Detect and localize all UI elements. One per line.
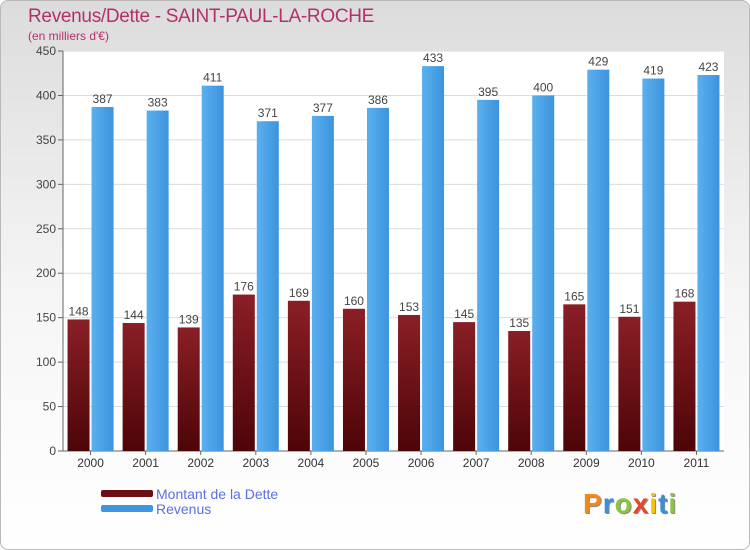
data-label-dette: 151: [619, 302, 639, 316]
bar-dette: [673, 301, 696, 451]
y-tick-label: 150: [36, 311, 56, 325]
x-tick-label: 2005: [353, 456, 380, 470]
legend-swatch-revenus: [101, 505, 153, 512]
plot-area: [63, 51, 724, 451]
y-tick-label: 200: [36, 266, 56, 280]
bar-revenus: [256, 121, 279, 451]
y-tick-label: 350: [36, 133, 56, 147]
bar-dette: [563, 304, 586, 451]
x-tick-label: 2010: [628, 456, 655, 470]
bar-revenus: [532, 95, 555, 451]
data-label-dette: 145: [454, 307, 474, 321]
data-label-dette: 160: [344, 294, 364, 308]
data-label-revenus: 371: [258, 106, 278, 120]
data-label-dette: 169: [289, 286, 309, 300]
data-label-revenus: 377: [313, 101, 333, 115]
logo-letter: r: [602, 488, 615, 519]
data-label-dette: 139: [179, 312, 199, 326]
x-tick-label: 2007: [463, 456, 490, 470]
y-tick-label: 50: [43, 400, 57, 414]
data-label-revenus: 429: [588, 55, 608, 69]
x-tick-label: 2009: [573, 456, 600, 470]
bar-dette: [342, 308, 365, 451]
data-label-revenus: 419: [643, 64, 663, 78]
bar-dette: [232, 294, 255, 451]
y-tick-label: 250: [36, 222, 56, 236]
bar-dette: [618, 316, 641, 451]
x-tick-label: 2008: [518, 456, 545, 470]
legend-swatch-dette: [101, 490, 153, 497]
y-tick-label: 0: [49, 444, 56, 458]
bar-revenus: [91, 107, 114, 451]
chart-subtitle: (en milliers d'€): [28, 29, 109, 43]
x-tick-label: 2000: [77, 456, 104, 470]
data-label-dette: 168: [674, 287, 694, 301]
x-tick-label: 2004: [298, 456, 325, 470]
x-tick-label: 2001: [132, 456, 159, 470]
proxiti-logo: Proxiti: [583, 488, 677, 520]
y-tick-label: 300: [36, 177, 56, 191]
data-label-revenus: 386: [368, 93, 388, 107]
chart-title: Revenus/Dette - SAINT-PAUL-LA-ROCHE: [28, 6, 375, 27]
data-label-revenus: 423: [698, 60, 718, 74]
bar-revenus: [477, 99, 500, 451]
data-label-dette: 144: [124, 308, 144, 322]
y-tick-label: 450: [36, 44, 56, 58]
logo-letter: i: [649, 488, 659, 519]
legend-label-dette: Montant de la Dette: [156, 486, 279, 502]
bar-dette: [287, 300, 310, 451]
bar-revenus: [146, 110, 169, 452]
data-label-revenus: 395: [478, 85, 498, 99]
y-tick-label: 100: [36, 355, 56, 369]
logo-letter: i: [668, 488, 678, 519]
data-label-dette: 176: [234, 280, 254, 294]
bar-dette: [122, 323, 145, 451]
logo-letter: o: [614, 488, 633, 519]
data-label-revenus: 387: [93, 92, 113, 106]
legend-label-revenus: Revenus: [156, 501, 212, 517]
data-label-revenus: 400: [533, 80, 553, 94]
logo-letter: P: [583, 488, 603, 519]
bar-revenus: [587, 69, 610, 452]
data-label-dette: 153: [399, 300, 419, 314]
x-tick-label: 2002: [187, 456, 214, 470]
bar-revenus: [366, 107, 389, 451]
bar-revenus: [422, 66, 445, 451]
bar-dette: [508, 331, 531, 451]
data-label-dette: 135: [509, 316, 529, 330]
data-label-dette: 148: [69, 304, 89, 318]
logo-letter: t: [658, 488, 669, 519]
bar-revenus: [642, 78, 665, 452]
y-tick-label: 400: [36, 88, 56, 102]
logo-letter: x: [632, 488, 650, 519]
data-label-revenus: 433: [423, 51, 443, 65]
bar-dette: [177, 327, 200, 451]
bar-dette: [453, 322, 476, 451]
bar-dette: [398, 315, 421, 451]
data-label-dette: 165: [564, 289, 584, 303]
x-tick-label: 2006: [408, 456, 435, 470]
bar-revenus: [697, 75, 720, 451]
bar-revenus: [201, 85, 224, 452]
bar-revenus: [311, 115, 334, 451]
x-tick-label: 2011: [684, 456, 710, 470]
x-tick-label: 2003: [242, 456, 269, 470]
data-label-revenus: 411: [203, 71, 222, 85]
bar-dette: [67, 319, 90, 451]
data-label-revenus: 383: [148, 96, 168, 110]
